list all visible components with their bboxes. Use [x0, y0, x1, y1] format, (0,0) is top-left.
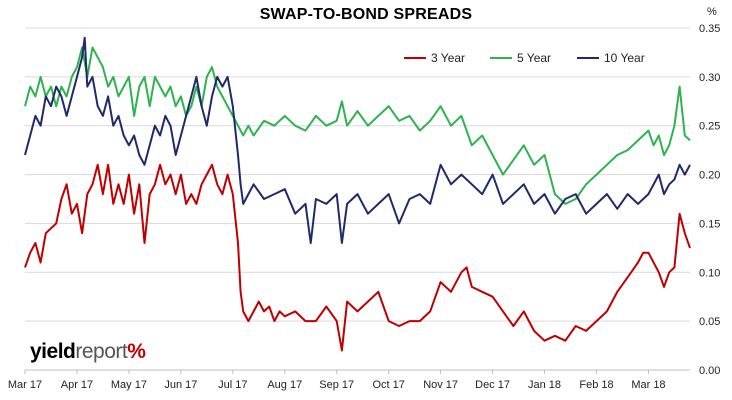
watermark-part-2: report: [75, 340, 128, 363]
x-tick-label: Sep 17: [319, 379, 354, 391]
y-tick-label: 0.00: [699, 365, 720, 377]
chart-title: SWAP-TO-BOND SPREADS: [259, 6, 473, 23]
x-tick-label: Nov 17: [423, 379, 458, 391]
y-tick-label: 0.10: [699, 267, 720, 279]
y-tick-label: 0.25: [699, 121, 720, 133]
y-axis-unit-label: %: [707, 6, 717, 18]
legend-item: 3 Year: [404, 51, 465, 65]
y-tick-label: 0.30: [699, 72, 720, 84]
legend-label: 10 Year: [604, 51, 645, 65]
y-tick-label: 0.35: [699, 23, 720, 35]
legend: 3 Year 5 Year 10 Year: [404, 51, 645, 65]
legend-label: 5 Year: [517, 51, 551, 65]
legend-item: 10 Year: [577, 51, 645, 65]
watermark-part-1: yield: [30, 340, 76, 363]
y-tick-label: 0.15: [699, 218, 720, 230]
legend-label: 3 Year: [431, 51, 465, 65]
legend-item: 5 Year: [490, 51, 551, 65]
watermark-part-3: %: [127, 340, 146, 363]
x-tick-label: Aug 17: [267, 379, 302, 391]
x-tick-label: Apr 17: [61, 379, 93, 391]
series-line-5-year: [24, 46, 691, 205]
x-tick-label: Jun 17: [164, 379, 197, 391]
x-tick-label: Dec 17: [475, 379, 510, 391]
series-line-10-year: [24, 36, 691, 244]
y-tick-label: 0.05: [699, 316, 720, 328]
x-tick-label: Feb 18: [579, 379, 613, 391]
series-lines: [24, 36, 691, 352]
x-tick-label: May 17: [111, 379, 147, 391]
yieldreport-watermark: yieldreport%: [30, 340, 146, 364]
x-tick-label: Mar 17: [8, 379, 42, 391]
axes: 0.00 0.05 0.10 0.15 0.20 0.25 0.30 0.35 Mar 17 Ap…: [8, 23, 721, 391]
y-tick-label: 0.20: [699, 170, 720, 182]
x-tick-label: Oct 17: [372, 379, 404, 391]
x-tick-label: Jan 18: [528, 379, 561, 391]
x-tick-label: Mar 18: [631, 379, 665, 391]
series-line-3-year: [24, 163, 691, 352]
x-tick-label: Jul 17: [218, 379, 247, 391]
